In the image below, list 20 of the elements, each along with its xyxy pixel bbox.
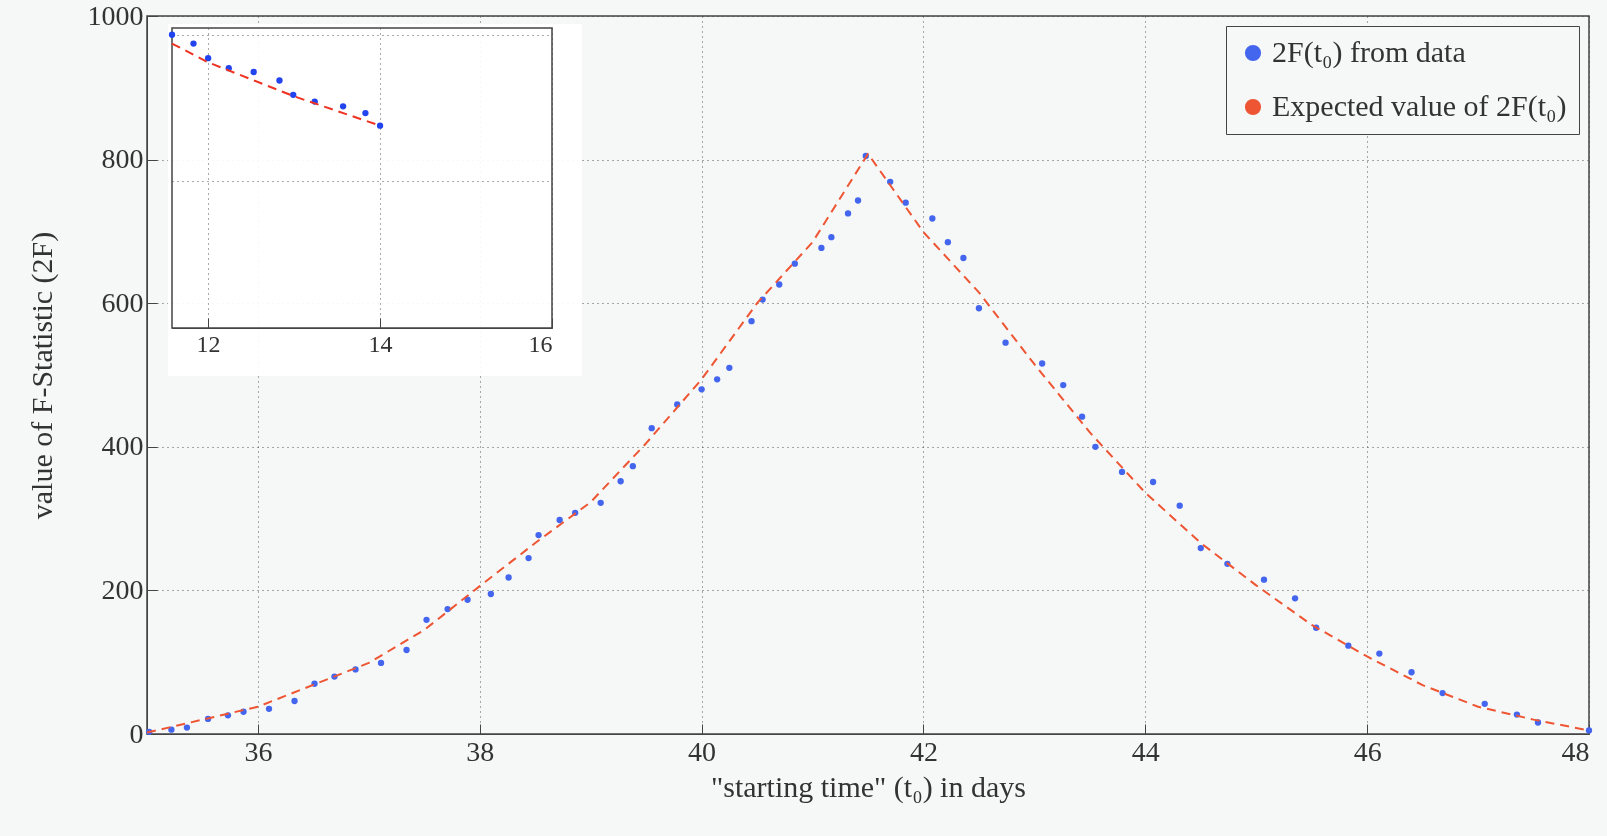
- y-tick-label: 800: [101, 143, 144, 175]
- y-tick-label: 0: [129, 717, 144, 749]
- y-axis-title: value of F-Statistic (2F): [24, 231, 59, 520]
- x-tick-label: 16: [528, 330, 553, 357]
- y-tick-label: 400: [101, 430, 144, 462]
- x-tick-label: 48: [1561, 735, 1590, 767]
- x-tick-label: 40: [688, 735, 717, 767]
- legend-label: 2F(t₀) from data: [1272, 35, 1466, 69]
- legend-label: Expected value of 2F(t₀): [1272, 89, 1567, 123]
- x-tick-label: 12: [196, 330, 221, 357]
- y-tick-label: 1000: [87, 0, 144, 31]
- x-tick-label: 46: [1353, 735, 1382, 767]
- x-tick-label: 14: [368, 330, 393, 357]
- x-axis-title: "starting time" (t₀) in days: [711, 769, 1026, 804]
- x-tick-label: 42: [909, 735, 938, 767]
- y-tick-label: 600: [101, 286, 144, 318]
- x-tick-label: 36: [244, 735, 273, 767]
- y-tick-label: 200: [101, 573, 144, 605]
- x-tick-label: 38: [466, 735, 495, 767]
- x-tick-label: 44: [1131, 735, 1160, 767]
